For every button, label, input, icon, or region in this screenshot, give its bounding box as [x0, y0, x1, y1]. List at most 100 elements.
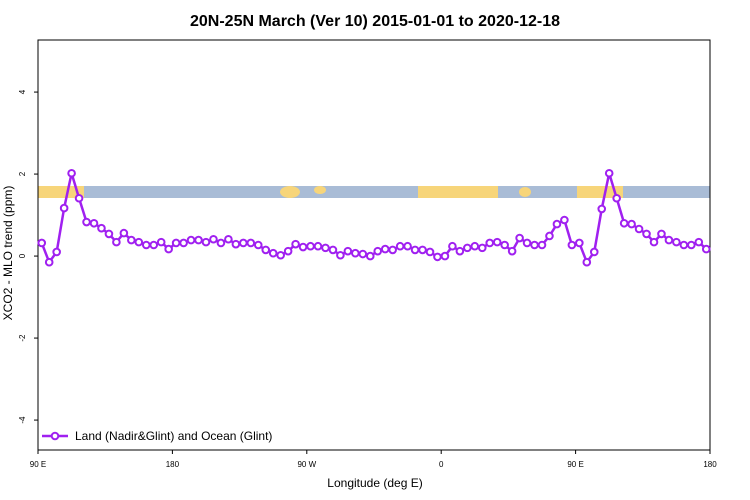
point	[470, 241, 480, 251]
point	[410, 245, 420, 255]
x-tick-label: 0	[439, 460, 444, 469]
point	[657, 229, 666, 239]
point	[425, 247, 435, 257]
point	[186, 235, 196, 245]
y-axis-label: XCO2 - MLO trend (ppm)	[1, 186, 15, 321]
point	[537, 240, 547, 250]
x-tick-label: 180	[166, 460, 180, 469]
point	[418, 245, 427, 255]
point	[664, 235, 674, 245]
point	[239, 238, 248, 248]
point	[567, 240, 577, 250]
point	[82, 217, 91, 227]
map-strip	[38, 186, 710, 198]
point	[701, 244, 711, 254]
point	[365, 251, 375, 261]
x-tick-label: 90 W	[297, 460, 316, 469]
y-tick-label: -4	[18, 416, 27, 424]
point	[149, 240, 159, 250]
point	[156, 237, 166, 247]
point	[336, 250, 345, 260]
point	[216, 238, 226, 248]
point	[37, 238, 47, 248]
point	[380, 244, 390, 254]
legend-marker	[50, 431, 60, 441]
point	[313, 241, 323, 251]
point	[582, 257, 592, 267]
point	[433, 252, 442, 262]
point	[552, 219, 562, 229]
point	[477, 243, 487, 253]
point	[194, 235, 203, 245]
legend-label: Land (Nadir&Glint) and Ocean (Glint)	[75, 429, 272, 443]
point	[351, 248, 360, 258]
point	[328, 245, 338, 255]
point	[694, 237, 704, 247]
point	[104, 229, 114, 239]
point	[119, 228, 129, 238]
point	[388, 245, 397, 255]
point	[89, 218, 99, 228]
point	[298, 242, 308, 252]
point	[619, 218, 629, 228]
point	[604, 168, 614, 178]
point	[52, 247, 61, 257]
point	[395, 241, 405, 251]
point	[283, 246, 293, 256]
point	[276, 250, 285, 260]
point	[560, 215, 569, 225]
point	[261, 245, 271, 255]
point	[97, 223, 106, 233]
point	[440, 251, 450, 261]
y-tick-label: 4	[18, 89, 27, 94]
point	[246, 238, 256, 248]
point	[44, 257, 54, 267]
point	[649, 237, 659, 247]
point	[507, 246, 517, 256]
point	[59, 203, 69, 213]
y-tick-label: -2	[18, 334, 27, 342]
point	[74, 193, 84, 203]
point	[522, 238, 532, 248]
point	[171, 238, 181, 248]
point	[209, 234, 218, 244]
chart-title: 20N-25N March (Ver 10) 2015-01-01 to 202…	[190, 13, 560, 30]
point	[291, 239, 300, 249]
point	[358, 249, 368, 259]
point	[448, 241, 457, 251]
point	[134, 237, 144, 247]
point	[201, 237, 211, 247]
point	[642, 229, 651, 239]
point	[343, 246, 353, 256]
point	[492, 237, 502, 247]
point	[321, 243, 330, 253]
point	[597, 204, 607, 214]
point	[253, 240, 263, 250]
point	[485, 238, 495, 248]
point	[589, 247, 599, 257]
x-tick-label: 90 E	[30, 460, 46, 469]
point	[500, 240, 509, 250]
point	[612, 193, 621, 203]
x-axis-label: Longitude (deg E)	[327, 476, 422, 490]
point	[127, 235, 136, 245]
point	[403, 241, 412, 251]
point	[231, 239, 241, 249]
point	[627, 219, 636, 229]
point	[179, 238, 188, 248]
point	[679, 240, 689, 250]
point	[141, 240, 151, 250]
x-tick-label: 90 E	[567, 460, 583, 469]
point	[112, 237, 121, 247]
point	[515, 233, 524, 243]
point	[455, 246, 465, 256]
point	[634, 224, 644, 234]
y-tick-label: 2	[18, 171, 27, 176]
point	[575, 238, 584, 248]
point	[224, 234, 233, 244]
y-tick-label: 0	[18, 253, 27, 258]
point	[164, 244, 173, 254]
point	[545, 231, 554, 241]
point	[672, 237, 681, 247]
point	[687, 240, 696, 250]
